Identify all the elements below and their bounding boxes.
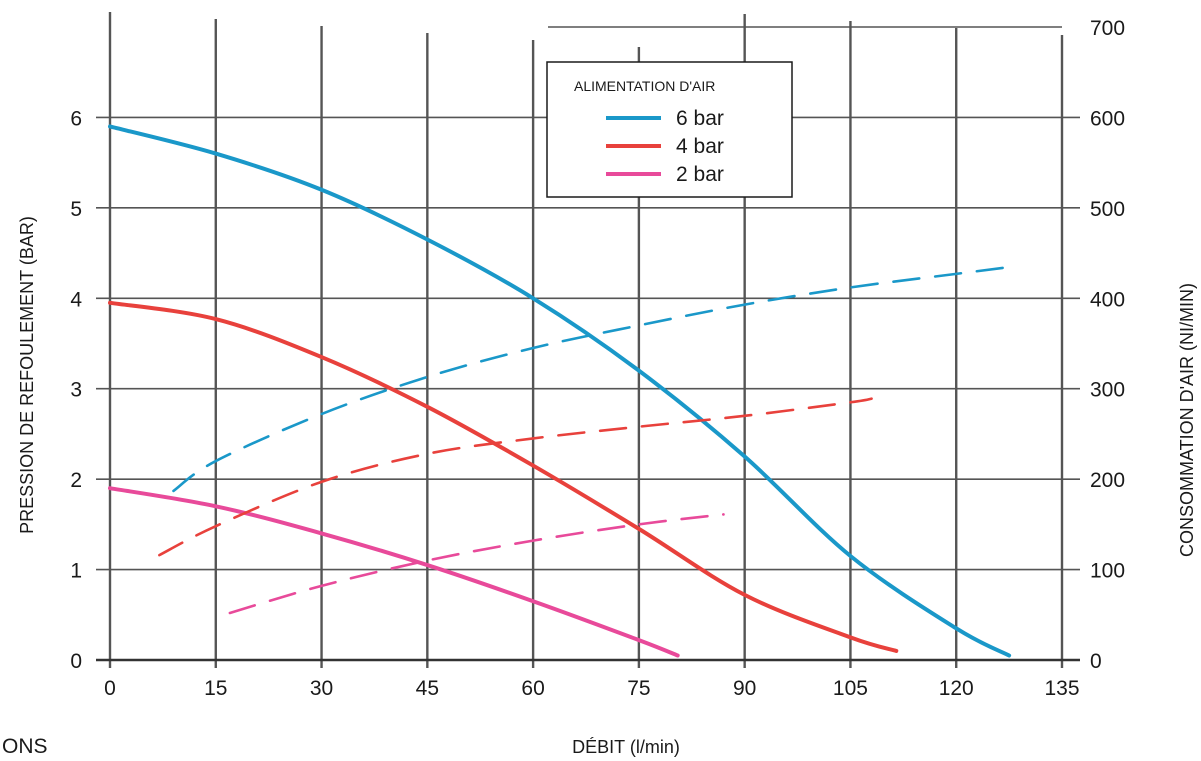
x-tick-label: 135 xyxy=(1044,677,1079,700)
x-tick-label: 120 xyxy=(939,677,974,700)
y-right-tick-label: 0 xyxy=(1090,650,1102,673)
legend-label: 2 bar xyxy=(676,163,724,186)
x-tick-label: 30 xyxy=(310,677,333,700)
y-left-tick-label: 1 xyxy=(70,560,82,583)
y-left-tick-label: 2 xyxy=(70,469,82,492)
y-left-tick-label: 0 xyxy=(70,650,82,673)
axis-ticks: 0 15 30 45 60 75 90 105 120 135012345601002003004… xyxy=(70,17,1125,700)
air-consumption-4-bar-line xyxy=(158,397,873,557)
y-axis-left-title: PRESSION DE REFOULEMENT (BAR) xyxy=(17,216,37,534)
y-left-tick-label: 4 xyxy=(70,288,82,311)
y-left-tick-label: 6 xyxy=(70,107,82,130)
y-right-tick-label: 700 xyxy=(1090,17,1125,40)
x-tick-label: 105 xyxy=(833,677,868,700)
y-right-tick-label: 300 xyxy=(1090,379,1125,402)
air-consumption-2-bar-line xyxy=(228,513,725,615)
x-tick-label: 0 xyxy=(104,677,116,700)
x-tick-label: 45 xyxy=(416,677,439,700)
legend-label: 4 bar xyxy=(676,135,724,158)
air-consumption-6-bar-line xyxy=(172,265,1014,493)
pressure-2-bar-line xyxy=(108,486,680,658)
pressure-6-bar-line xyxy=(108,124,1012,658)
x-tick-label: 15 xyxy=(204,677,227,700)
pressure-4-bar-line xyxy=(108,300,899,653)
x-tick-label: 90 xyxy=(733,677,756,700)
legend-label: 6 bar xyxy=(676,107,724,130)
x-axis-title: DÉBIT (l/min) xyxy=(572,737,680,757)
y-axis-right-title: CONSOMMATION D'AIR (NI/MIN) xyxy=(1177,283,1197,557)
y-right-tick-label: 200 xyxy=(1090,469,1125,492)
pressure-curves xyxy=(108,124,1012,658)
x-tick-label: 75 xyxy=(627,677,650,700)
legend-box xyxy=(546,61,793,198)
y-right-tick-label: 600 xyxy=(1090,107,1125,130)
y-right-tick-label: 100 xyxy=(1090,560,1125,583)
air-consumption-curves xyxy=(158,265,1014,615)
legend-title: ALIMENTATION D'AIR xyxy=(574,78,715,94)
clipped-caption-fragment: ONS xyxy=(2,735,48,758)
y-left-tick-label: 5 xyxy=(70,198,82,221)
y-right-tick-label: 400 xyxy=(1090,288,1125,311)
y-right-tick-label: 500 xyxy=(1090,198,1125,221)
y-left-tick-label: 3 xyxy=(70,379,82,402)
legend: ALIMENTATION D'AIR 6 bar 4 bar 2 bar xyxy=(546,61,793,198)
x-tick-label: 60 xyxy=(521,677,544,700)
